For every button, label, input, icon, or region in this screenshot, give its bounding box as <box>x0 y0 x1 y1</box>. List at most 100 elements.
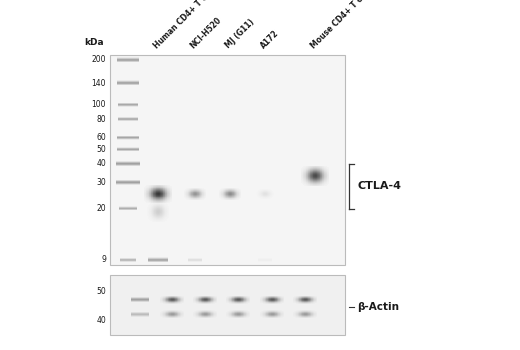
Bar <box>166 200 167 201</box>
Bar <box>159 193 160 194</box>
Bar <box>312 185 313 186</box>
Bar <box>159 221 160 222</box>
Bar <box>156 206 157 207</box>
Bar <box>151 185 152 186</box>
Bar <box>171 195 172 196</box>
Bar <box>155 198 156 199</box>
Bar <box>157 185 158 186</box>
Bar <box>165 197 166 198</box>
Bar <box>170 201 171 202</box>
Bar <box>167 215 168 216</box>
Bar <box>306 173 307 174</box>
Bar <box>160 217 161 218</box>
Bar <box>325 170 326 171</box>
Bar <box>318 169 319 170</box>
Bar <box>316 176 317 177</box>
Bar <box>162 212 163 213</box>
Bar <box>158 204 159 205</box>
Bar <box>324 172 325 173</box>
Bar <box>305 172 306 173</box>
Bar <box>326 180 327 181</box>
Bar <box>152 186 153 187</box>
Bar <box>320 166 321 167</box>
Bar <box>314 179 315 180</box>
Bar <box>322 183 323 184</box>
Bar <box>165 191 166 192</box>
Bar <box>323 173 324 174</box>
Bar <box>162 207 163 208</box>
Bar <box>171 196 172 197</box>
Bar <box>147 207 148 208</box>
Bar <box>310 176 311 177</box>
Bar <box>166 193 167 194</box>
Bar <box>151 198 152 199</box>
Bar <box>167 208 168 209</box>
Bar <box>310 178 311 179</box>
Bar <box>314 177 315 178</box>
Bar <box>319 168 320 169</box>
Bar <box>305 168 306 169</box>
Bar <box>149 196 150 197</box>
Bar <box>324 182 325 183</box>
Bar <box>159 204 160 205</box>
Bar <box>169 193 170 194</box>
Text: 60: 60 <box>96 133 106 142</box>
Bar <box>168 202 169 203</box>
Bar <box>157 209 158 210</box>
Bar <box>319 182 320 183</box>
Bar <box>305 179 306 180</box>
Bar <box>312 175 313 176</box>
Bar <box>147 208 148 209</box>
Bar <box>149 193 150 194</box>
Bar <box>145 188 146 189</box>
Bar <box>161 209 162 210</box>
Bar <box>169 187 170 188</box>
Bar <box>151 203 152 204</box>
Bar <box>170 188 171 189</box>
Bar <box>308 184 309 185</box>
Bar <box>158 218 159 219</box>
Bar <box>171 186 172 187</box>
Bar <box>304 174 305 175</box>
Bar <box>165 200 166 201</box>
Bar <box>149 200 150 201</box>
Bar <box>327 175 328 176</box>
Bar <box>316 178 317 179</box>
Bar <box>165 189 166 190</box>
Bar <box>311 179 312 180</box>
Bar <box>158 203 159 204</box>
Bar <box>321 178 322 179</box>
Bar <box>155 199 156 200</box>
Bar <box>151 220 152 221</box>
Bar <box>310 183 311 184</box>
Bar <box>318 173 319 174</box>
Bar <box>161 204 162 205</box>
Bar <box>307 177 308 178</box>
Bar <box>309 167 310 168</box>
Bar <box>327 167 328 168</box>
Bar <box>162 210 163 211</box>
Bar <box>162 189 163 190</box>
Text: CTLA-4: CTLA-4 <box>357 181 401 191</box>
Bar <box>305 181 306 182</box>
Bar <box>165 212 166 213</box>
Bar <box>321 167 322 168</box>
Bar <box>328 168 329 169</box>
Bar <box>152 214 153 215</box>
Bar <box>306 184 307 185</box>
Bar <box>152 215 153 216</box>
Bar <box>311 174 312 175</box>
Bar <box>154 217 155 218</box>
Bar <box>322 178 323 179</box>
Bar <box>327 180 328 181</box>
Bar <box>153 206 154 207</box>
Bar <box>164 202 165 203</box>
Bar <box>147 198 148 199</box>
Bar <box>163 195 164 196</box>
Bar <box>155 204 156 205</box>
Bar <box>312 167 313 168</box>
Bar <box>317 173 318 174</box>
Bar <box>164 209 165 210</box>
Bar <box>148 216 149 217</box>
Bar <box>168 189 169 190</box>
